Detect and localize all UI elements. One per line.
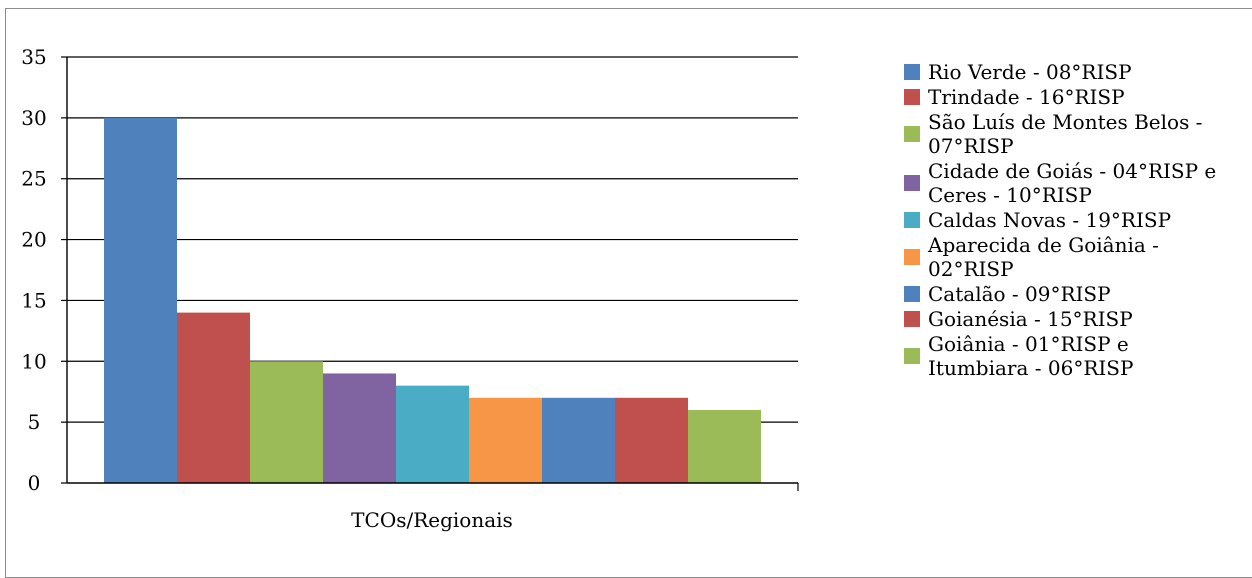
y-tick-label: 30 [21,106,46,130]
bars [104,117,761,483]
axes: 0 5 10 15 20 25 30 35 [21,45,799,495]
legend-label: 02°RISP [928,257,1014,281]
legend-label: Goiânia - 01°RISP e [928,332,1129,356]
legend-item: São Luís de Montes Belos -07°RISP [900,110,1250,158]
legend-label: Catalão - 09°RISP [928,282,1111,306]
bar-chart: 0 5 10 15 20 25 30 35 TCOs/Regionais [21,45,799,532]
legend-swatch [904,348,920,364]
legend-label: Rio Verde - 08°RISP [928,60,1132,84]
legend-swatch [904,311,920,327]
legend-label: Itumbiara - 06°RISP [928,356,1134,380]
legend-swatch [904,126,920,142]
legend-item: Cidade de Goiás - 04°RISP e Ceres - 10°RI… [900,159,1250,207]
legend-swatch [904,249,920,265]
bar [542,397,615,483]
bar [396,385,469,483]
y-tick-label: 25 [21,167,46,191]
bar [250,361,323,483]
y-tick-label: 0 [28,471,41,495]
legend-swatch [904,286,920,302]
bar [688,409,761,483]
legend-swatch [904,64,920,80]
legend-label: São Luís de Montes Belos - [928,110,1203,134]
legend-item: Rio Verde - 08°RISP [900,60,1250,84]
legend-label: Goianésia - 15°RISP [928,307,1133,331]
y-tick-label: 5 [28,410,41,434]
y-tick-label: 15 [21,288,46,312]
legend-item: Catalão - 09°RISP [900,282,1250,306]
legend-swatch [904,212,920,228]
bar [177,312,250,483]
legend-item: Caldas Novas - 19°RISP [900,208,1250,232]
legend-item: Goiânia - 01°RISP e Itumbiara - 06°RISP [900,332,1250,380]
legend-swatch [904,175,920,191]
bar [615,397,688,483]
x-axis-label: TCOs/Regionais [351,508,513,532]
legend-label: Caldas Novas - 19°RISP [928,208,1172,232]
y-tick-label: 10 [21,349,46,373]
legend-item: Goianésia - 15°RISP [900,307,1250,331]
legend: Rio Verde - 08°RISP Trindade - 16°RISP São… [900,60,1250,381]
legend-item: Aparecida de Goiânia -02°RISP [900,233,1250,281]
legend-label: Aparecida de Goiânia - [928,233,1159,257]
legend-label: Ceres - 10°RISP [928,183,1092,207]
bar [469,397,542,483]
legend-swatch [904,89,920,105]
bar [323,373,396,483]
bar [104,117,177,483]
legend-label: 07°RISP [928,134,1014,158]
y-tick-label: 20 [21,228,46,252]
legend-label: Trindade - 16°RISP [928,85,1125,109]
legend-label: Cidade de Goiás - 04°RISP e [928,159,1217,183]
y-tick-label: 35 [21,45,46,69]
legend-item: Trindade - 16°RISP [900,85,1250,109]
